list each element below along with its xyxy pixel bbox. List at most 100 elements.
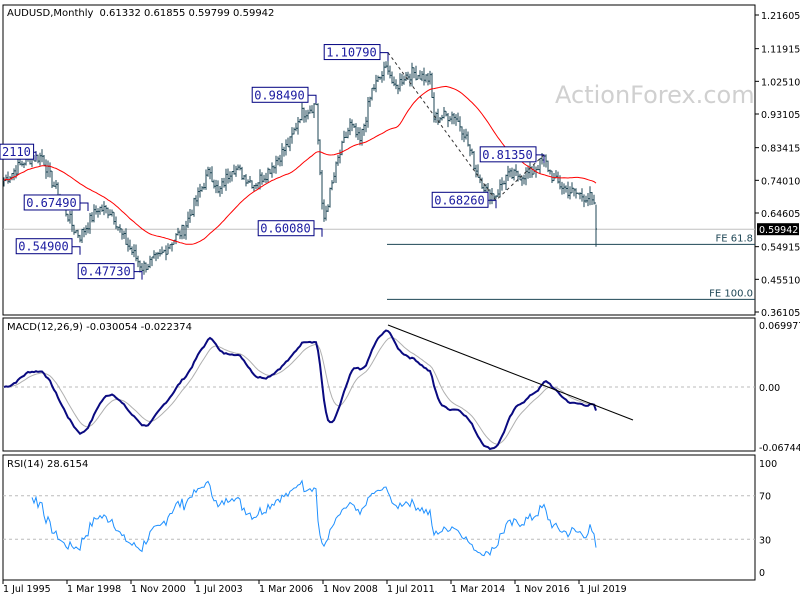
price-bar xyxy=(211,166,213,183)
price-bar xyxy=(243,174,245,180)
price-bar xyxy=(583,194,585,208)
price-bar xyxy=(49,162,51,178)
price-bar xyxy=(431,72,433,99)
price-bar xyxy=(251,180,253,189)
price-bar xyxy=(423,67,425,86)
price-bar xyxy=(241,166,243,180)
x-tick-label: 1 Jul 1995 xyxy=(3,584,51,595)
price-bar xyxy=(381,71,383,83)
fib-level-label: FE 61.8 xyxy=(715,233,753,244)
price-bar xyxy=(367,96,369,128)
price-bar xyxy=(109,209,111,216)
annotation-box xyxy=(15,238,73,255)
price-bar xyxy=(415,65,417,81)
annotation-box xyxy=(431,191,489,208)
price-bar xyxy=(37,154,39,164)
rsi-line xyxy=(31,479,597,557)
price-bar xyxy=(459,116,461,132)
price-bar xyxy=(17,158,19,175)
annotation-leader xyxy=(134,271,143,280)
price-bar xyxy=(149,255,151,269)
price-bar xyxy=(497,189,499,197)
price-bar xyxy=(377,75,379,83)
y-tick-label: 0.45510 xyxy=(761,275,800,286)
price-bar xyxy=(563,183,565,195)
price-panel xyxy=(2,4,756,316)
price-bar xyxy=(235,165,237,177)
x-tick-label: 1 Mar 2006 xyxy=(259,584,313,595)
annotation-label: 0.68260 xyxy=(434,193,485,207)
price-bar xyxy=(97,208,99,218)
price-bar xyxy=(67,213,69,222)
price-bar xyxy=(507,165,509,182)
price-bar xyxy=(163,249,165,253)
price-bar xyxy=(201,186,203,192)
annotation-leader xyxy=(33,151,37,161)
price-bar xyxy=(517,170,519,182)
price-bar xyxy=(575,188,577,199)
price-bar xyxy=(461,126,463,141)
y-tick-label: 0.83415 xyxy=(761,144,800,155)
price-bar xyxy=(171,242,173,252)
price-bar xyxy=(505,174,507,191)
price-bar xyxy=(115,216,117,230)
price-bar xyxy=(467,131,469,147)
price-bar xyxy=(135,244,137,262)
price-bar xyxy=(291,127,293,144)
price-bar xyxy=(293,127,295,135)
price-bar xyxy=(371,87,373,101)
price-bar xyxy=(521,176,523,186)
rsi-tick-label: 30 xyxy=(759,535,771,546)
price-bar xyxy=(333,172,335,184)
price-bar xyxy=(191,209,193,216)
price-bar xyxy=(391,71,393,84)
price-bar xyxy=(449,116,451,122)
price-bar xyxy=(469,144,471,157)
watermark: ActionForex.com xyxy=(555,81,755,109)
price-bar xyxy=(329,187,331,208)
x-tick-label: 1 Jul 2003 xyxy=(195,584,243,595)
price-bar xyxy=(279,154,281,167)
price-bar xyxy=(267,167,269,183)
annotation-leader xyxy=(488,199,497,209)
price-bar xyxy=(105,205,107,214)
price-bar xyxy=(577,192,579,195)
price-bar xyxy=(147,263,149,270)
annotation-leader xyxy=(536,154,545,163)
price-bar xyxy=(193,197,195,217)
price-bar xyxy=(411,62,413,87)
price-bar xyxy=(233,164,235,175)
price-bar xyxy=(445,110,447,117)
annotation-leader xyxy=(80,202,89,211)
price-bar xyxy=(101,204,103,212)
price-bar xyxy=(299,118,301,124)
price-bar xyxy=(513,168,515,181)
price-bar xyxy=(263,174,265,183)
annotation-box xyxy=(323,44,381,61)
price-bar xyxy=(187,211,189,228)
x-tick-label: 1 Nov 2000 xyxy=(131,584,186,595)
price-bar xyxy=(419,70,421,80)
price-bar xyxy=(589,186,591,206)
price-bar xyxy=(421,70,423,82)
price-bar xyxy=(337,154,339,166)
price-bar xyxy=(311,105,313,114)
price-bar xyxy=(227,168,229,184)
y-tick-label: 0.93105 xyxy=(761,110,800,121)
price-bar xyxy=(71,210,73,232)
price-bar xyxy=(277,156,279,166)
price-bar xyxy=(571,182,573,194)
price-bar xyxy=(287,137,289,148)
price-bar xyxy=(297,117,299,135)
price-bar xyxy=(47,160,49,178)
price-bar xyxy=(93,204,95,223)
price-bar xyxy=(73,224,75,235)
price-bar xyxy=(289,136,291,152)
price-bar xyxy=(5,174,7,182)
price-bar xyxy=(397,84,399,95)
rsi-tick-label: 0 xyxy=(759,568,765,579)
price-bar xyxy=(43,155,45,166)
price-bar xyxy=(215,179,217,194)
price-bar xyxy=(591,191,593,206)
